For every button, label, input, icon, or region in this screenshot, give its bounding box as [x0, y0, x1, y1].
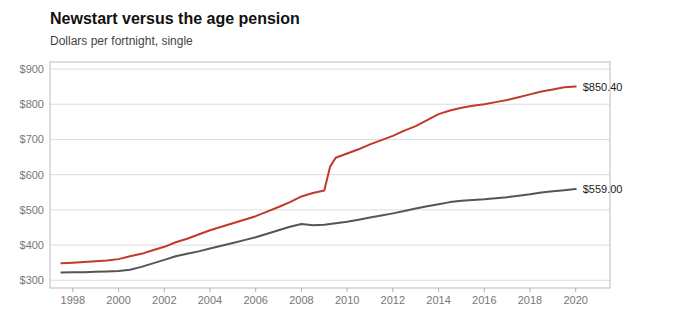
chart: Newstart versus the age pension Dollars p…	[0, 0, 700, 317]
y-tick-label: $500	[20, 204, 44, 216]
x-tick	[530, 288, 531, 292]
end-label: $850.40	[583, 81, 623, 93]
x-tick	[438, 288, 439, 292]
grid-line	[50, 139, 610, 140]
y-tick-label: $600	[20, 169, 44, 181]
x-tick	[210, 288, 211, 292]
x-tick-label: 2016	[472, 294, 496, 306]
line	[61, 87, 575, 264]
x-tick-label: 2012	[381, 294, 405, 306]
y-tick-label: $700	[20, 133, 44, 145]
plot-frame	[50, 62, 610, 288]
x-tick-label: 2020	[563, 294, 587, 306]
x-tick-label: 2014	[426, 294, 450, 306]
x-tick-label: 2000	[106, 294, 130, 306]
grid-line	[50, 104, 610, 105]
end-label: $559.00	[583, 183, 623, 195]
y-tick-label: $800	[20, 98, 44, 110]
x-tick	[255, 288, 256, 292]
x-tick	[575, 288, 576, 292]
grid-line	[50, 280, 610, 281]
x-tick	[164, 288, 165, 292]
y-tick-label: $300	[20, 274, 44, 286]
line	[61, 189, 575, 272]
grid-line	[50, 209, 610, 210]
y-tick-label: $900	[20, 63, 44, 75]
x-tick	[347, 288, 348, 292]
grid-line	[50, 69, 610, 70]
x-tick-label: 2008	[289, 294, 313, 306]
x-tick-label: 2018	[518, 294, 542, 306]
y-tick-label: $400	[20, 239, 44, 251]
x-tick	[72, 288, 73, 292]
x-tick	[484, 288, 485, 292]
grid-line	[50, 174, 610, 175]
subtitle: Dollars per fortnight, single	[50, 34, 193, 48]
x-tick-label: 2006	[243, 294, 267, 306]
x-tick	[301, 288, 302, 292]
x-tick-label: 2002	[152, 294, 176, 306]
x-tick	[118, 288, 119, 292]
x-tick-label: 2004	[198, 294, 222, 306]
grid-line	[50, 245, 610, 246]
plot-area	[61, 87, 575, 273]
x-tick-label: 1998	[61, 294, 85, 306]
x-tick	[392, 288, 393, 292]
x-tick-label: 2010	[335, 294, 359, 306]
title: Newstart versus the age pension	[50, 10, 300, 27]
